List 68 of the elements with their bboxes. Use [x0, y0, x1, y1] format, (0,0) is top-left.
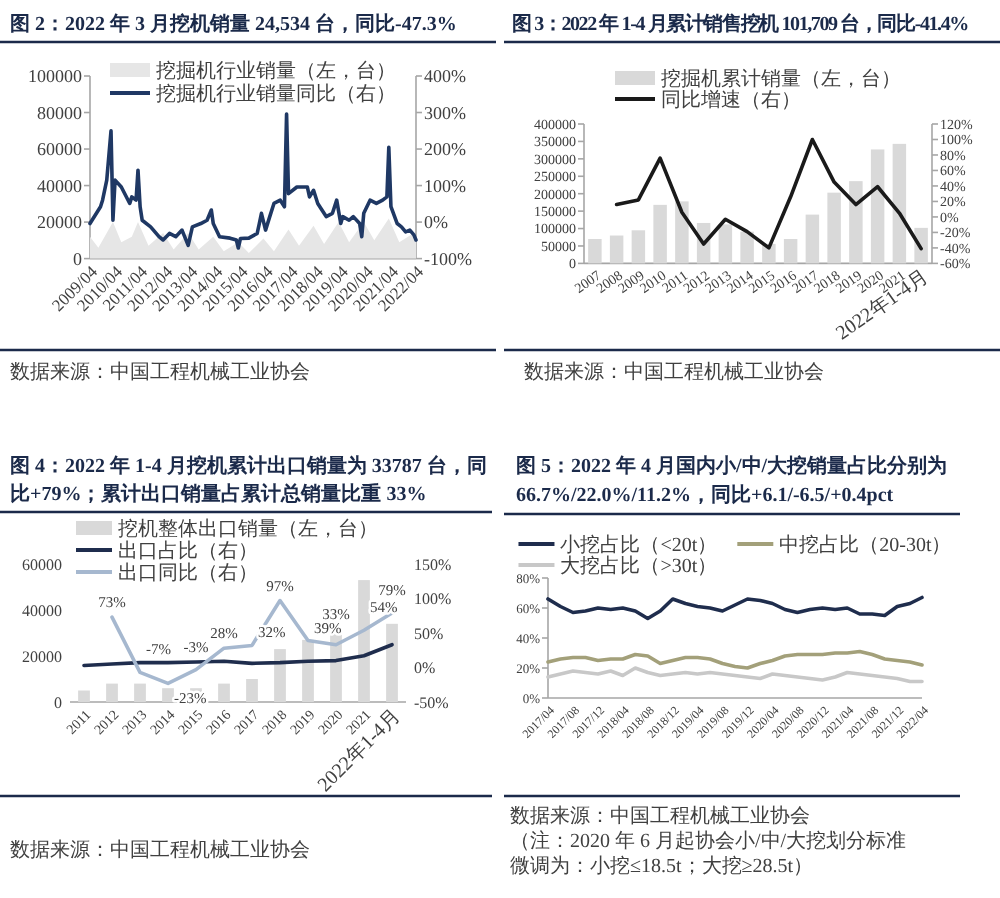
bar	[805, 214, 820, 264]
bar	[358, 580, 370, 702]
y2-tick-label: 0%	[414, 659, 436, 678]
y-tick-label: 100000	[28, 66, 83, 87]
y-tick-label: 20000	[22, 647, 62, 666]
legend-label: 大挖占比（>30t）	[560, 554, 718, 578]
y2-tick-label: 200%	[424, 139, 467, 160]
bar	[302, 639, 314, 702]
y-tick-label: 0	[54, 693, 62, 712]
y2-tick-label: 300%	[424, 102, 467, 123]
y2-tick-label: -50%	[414, 693, 450, 712]
legend-label: 挖机整体出口销量（左，台）	[118, 517, 378, 541]
legend-label: 出口占比（右）	[118, 539, 258, 563]
y-tick-label: 80000	[37, 102, 83, 123]
legend-label: 同比增速（右）	[661, 88, 801, 112]
legend-label: 挖掘机行业销量同比（右）	[156, 82, 396, 106]
bar	[892, 143, 907, 264]
bar	[827, 192, 841, 264]
bar	[740, 231, 754, 264]
bar	[653, 204, 667, 264]
y2-tick-label: 100%	[424, 175, 467, 196]
y-tick-label: 60000	[22, 555, 62, 574]
legend-label: 小挖占比（<20t）	[560, 533, 718, 557]
source-note: 数据来源：中国工程机械工业协会	[510, 804, 810, 828]
source-note: 数据来源：中国工程机械工业协会	[524, 360, 824, 384]
source-note: 数据来源：中国工程机械工业协会	[10, 838, 310, 862]
legend-label: 挖掘机行业销量（左，台）	[156, 59, 396, 83]
bar	[218, 683, 230, 702]
bar	[134, 683, 146, 702]
y2-tick-label: 0%	[424, 212, 449, 233]
chart-title: 图 5：2022 年 4 月国内小/中/大挖销量占比分别为 66.7%/22.0%/11.2%，同比+6.1/-6.5/+0.4pct	[516, 454, 948, 507]
legend-label: 挖掘机累计销量（左，台）	[661, 67, 901, 91]
line-series	[88, 112, 418, 250]
bar	[718, 224, 733, 264]
y-tick-label: 40000	[37, 175, 83, 196]
bar	[849, 181, 863, 264]
y-tick-label: 0	[73, 248, 83, 269]
y-tick-label: 40000	[22, 601, 62, 620]
bar	[870, 149, 885, 264]
bar	[246, 679, 258, 702]
bar	[783, 239, 798, 264]
bar	[631, 230, 646, 264]
y-tick-label: 20000	[37, 212, 83, 233]
text: （注：2020 年 6 月起协会小/中/大挖划分标准微调为：小挖≤18.5t；大挖≥28.5t）	[510, 829, 907, 878]
y2-tick-label: 100%	[414, 590, 452, 609]
bar	[609, 235, 624, 264]
bar	[588, 239, 602, 264]
chart-title: 图 4：2022 年 1-4 月挖机累计出口销量为 33787 台，同比+79%；累计出口销量占累计总销量比重 33%	[10, 454, 487, 506]
bar	[78, 690, 90, 702]
bar	[386, 623, 398, 702]
line-series	[546, 649, 924, 670]
chart-title: 图 3：2022 年 1-4 月累计销售挖机 101,709 台，同比-41.4%	[512, 12, 970, 36]
y2-tick-label: 150%	[414, 555, 452, 574]
legend-label: 中挖占比（20-30t）	[779, 533, 952, 557]
line-series	[82, 642, 394, 668]
line-series	[546, 666, 924, 684]
line-series	[546, 595, 924, 621]
bar	[274, 649, 286, 702]
source-note: 数据来源：中国工程机械工业协会	[10, 360, 310, 384]
bar	[106, 683, 118, 702]
line-series	[614, 137, 923, 251]
bar	[162, 688, 174, 702]
chart-title: 图 2：2022 年 3 月挖机销量 24,534 台，同比-47.3%	[10, 12, 457, 36]
y2-tick-label: 400%	[424, 66, 467, 87]
y-tick-label: 60000	[37, 139, 83, 160]
y2-tick-label: 50%	[414, 624, 444, 643]
legend-label: 出口同比（右）	[118, 561, 258, 585]
y2-tick-label: -100%	[424, 248, 473, 269]
